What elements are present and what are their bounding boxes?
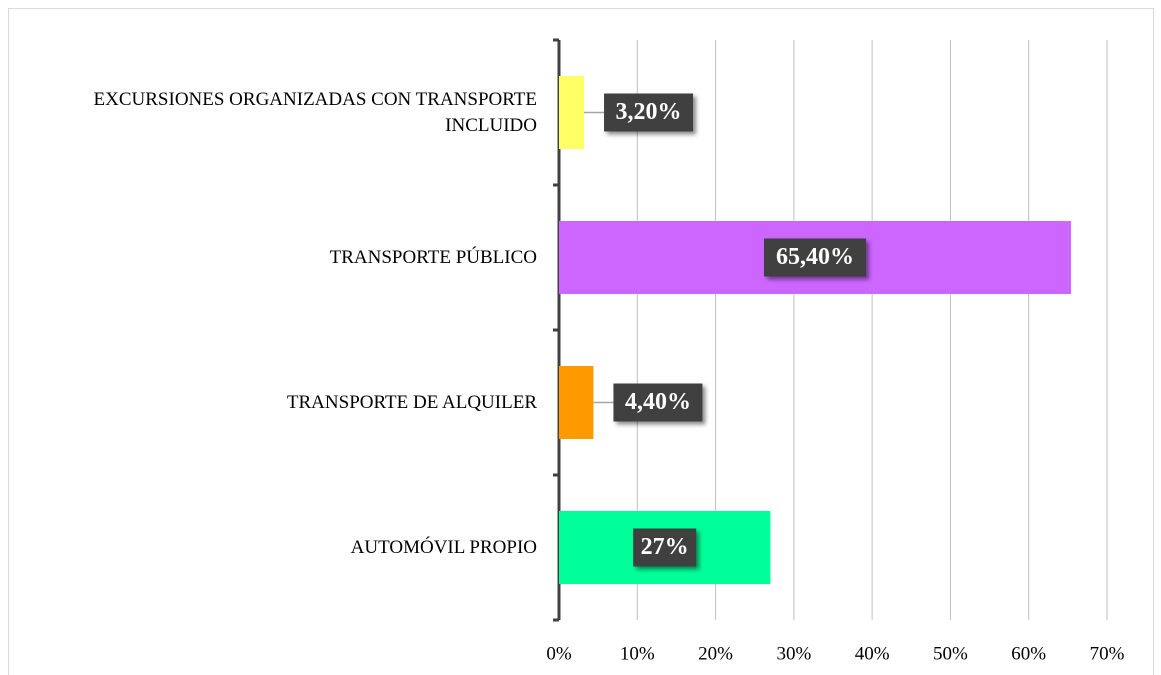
data-label-box <box>763 238 866 277</box>
y-tick-label: EXCURSIONES ORGANIZADAS CON TRANSPORTE I… <box>93 88 537 136</box>
data-label-box <box>633 528 697 567</box>
data-label: 65,40% <box>776 244 854 270</box>
data-label: 4,40% <box>625 389 691 415</box>
data-label-box <box>604 93 694 132</box>
y-tick-label: TRANSPORTE DE ALQUILER <box>286 391 537 413</box>
chart-border <box>8 8 1154 675</box>
x-tick-label: 70% <box>1090 643 1125 664</box>
x-tick-label: 60% <box>1011 643 1046 664</box>
y-tick-label: TRANSPORTE PÚBLICO <box>329 246 537 268</box>
data-label-box <box>613 383 703 422</box>
x-tick-label: 50% <box>933 643 968 664</box>
data-label: 3,20% <box>616 99 682 125</box>
bar <box>559 366 594 439</box>
y-tick-label: AUTOMÓVIL PROPIO <box>350 536 537 558</box>
x-tick-label: 10% <box>620 643 655 664</box>
data-label: 27% <box>641 534 689 560</box>
x-tick-label: 20% <box>698 643 733 664</box>
x-tick-label: 30% <box>776 643 811 664</box>
x-tick-label: 40% <box>855 643 890 664</box>
x-tick-label: 0% <box>546 643 572 664</box>
bar <box>559 76 585 149</box>
